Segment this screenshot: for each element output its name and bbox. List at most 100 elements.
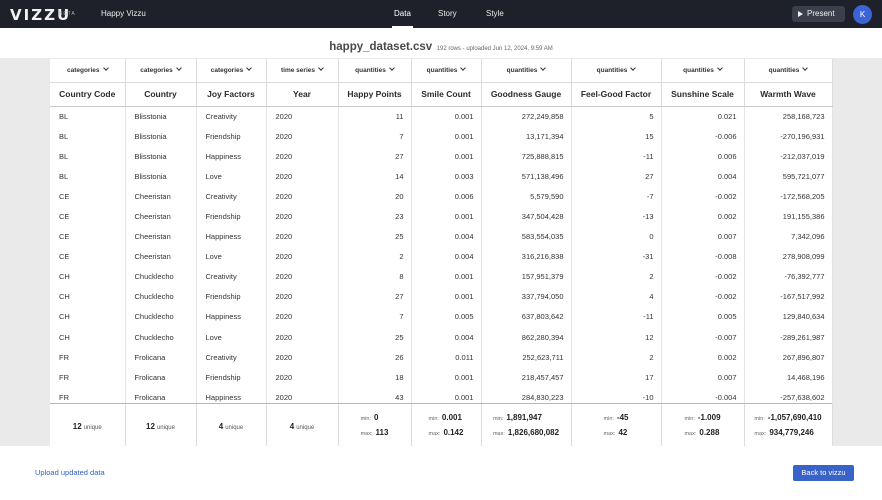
min-label: min: <box>684 416 695 422</box>
column-type-dropdown[interactable]: categories <box>196 59 267 83</box>
table-cell: BL <box>50 166 126 187</box>
table-cell: CH <box>50 327 126 348</box>
column-header[interactable]: Year <box>266 82 339 107</box>
max-line: max: 934,779,246 <box>754 425 821 440</box>
min-max: min: -1.009 max: 0.288 <box>684 410 720 440</box>
table-cell: Love <box>196 166 267 187</box>
table-cell: 347,504,428 <box>481 206 572 227</box>
column-header[interactable]: Goodness Gauge <box>481 82 572 107</box>
column-type-dropdown[interactable]: categories <box>125 59 197 83</box>
min-value: -45 <box>616 413 629 422</box>
column-header[interactable]: Joy Factors <box>196 82 267 107</box>
column-type-dropdown[interactable]: quantities <box>571 59 662 83</box>
tab-data[interactable]: Data <box>392 0 413 28</box>
column-type-dropdown[interactable]: quantities <box>744 59 833 83</box>
table-cell: 17 <box>571 367 662 388</box>
table-row: FR Frolicana Friendship 2020 18 0.001 218,457,… <box>50 367 833 388</box>
app-logo[interactable]: VIZZU <box>10 6 72 24</box>
column-header[interactable]: Smile Count <box>411 82 482 107</box>
table-cell: 0.004 <box>411 226 482 247</box>
table-cell: Love <box>196 246 267 267</box>
tab-style[interactable]: Style <box>486 9 504 18</box>
column-type-dropdown[interactable]: quantities <box>481 59 572 83</box>
column-type-label: quantities <box>596 67 628 75</box>
table-cell: 2020 <box>266 206 339 227</box>
beta-badge: BETA <box>59 11 76 17</box>
column-type-dropdown[interactable]: quantities <box>661 59 745 83</box>
unique-label: unique <box>156 425 175 431</box>
table-cell: 583,554,035 <box>481 226 572 247</box>
table-cell: BL <box>50 126 126 147</box>
table-cell: 0.006 <box>661 146 745 167</box>
chevron-down-icon <box>630 65 637 72</box>
max-value: 42 <box>618 428 628 437</box>
table-cell: -289,261,987 <box>744 327 833 348</box>
max-label: max: <box>360 431 373 437</box>
back-to-vizzu-button[interactable]: Back to vizzu <box>793 465 854 481</box>
tab-story[interactable]: Story <box>438 9 457 18</box>
column-header-row: Country Code Country Joy Factors Year Happy … <box>50 82 833 107</box>
column-type-label: quantities <box>355 67 386 75</box>
table-cell: 0.001 <box>411 367 482 388</box>
upload-updated-data-link[interactable]: Upload updated data <box>35 468 105 477</box>
table-cell: Chucklecho <box>125 327 197 348</box>
table-cell: CE <box>50 186 126 207</box>
column-type-label: categories <box>66 67 100 75</box>
table-cell: 14,468,196 <box>744 367 833 388</box>
table-row: BL Blisstonia Creativity 2020 11 0.001 272,249… <box>50 106 833 127</box>
table-cell: 13,171,394 <box>481 126 572 147</box>
table-cell: Blisstonia <box>125 146 197 167</box>
chevron-down-icon <box>389 65 395 72</box>
table-cell: -167,517,992 <box>744 286 833 307</box>
min-label: min: <box>603 416 614 422</box>
table-row: CH Chucklecho Creativity 2020 8 0.001 157,951,… <box>50 266 833 287</box>
column-header[interactable]: Feel-Good Factor <box>571 82 662 107</box>
avatar[interactable]: K <box>853 5 872 24</box>
column-header[interactable]: Warmth Wave <box>744 82 833 107</box>
table-cell: Blisstonia <box>125 126 197 147</box>
play-icon <box>798 10 803 17</box>
table-cell: 2020 <box>266 387 339 408</box>
min-max: min: 0.001 max: 0.142 <box>429 410 464 440</box>
table-cell: Creativity <box>196 186 267 207</box>
column-type-dropdown[interactable]: time series <box>266 59 339 83</box>
table-cell: 0.007 <box>661 367 745 388</box>
table-cell: 218,457,457 <box>481 367 572 388</box>
column-summary-cell: min: -1,057,690,410 max: 934,779,246 <box>744 404 833 446</box>
file-header: happy_dataset.csv 192 rows - uploaded Ju… <box>0 37 882 55</box>
column-header[interactable]: Country Code <box>50 82 126 107</box>
table-cell: 0.021 <box>661 106 745 127</box>
column-type-label: categories <box>140 67 173 75</box>
table-cell: CE <box>50 226 126 247</box>
column-header[interactable]: Sunshine Scale <box>661 82 745 107</box>
table-cell: 0.002 <box>661 347 745 368</box>
column-type-dropdown[interactable]: categories <box>50 59 126 83</box>
table-cell: -11 <box>571 306 662 328</box>
table-cell: CH <box>50 286 126 307</box>
table-cell: Cheeristan <box>125 246 197 267</box>
min-value: -1.009 <box>697 413 721 422</box>
column-type-dropdown[interactable]: quantities <box>338 59 412 83</box>
table-cell: 252,623,711 <box>481 347 572 368</box>
max-line: max: 113 <box>361 425 389 440</box>
column-summary-cell: min: 1,891,947 max: 1,826,680,082 <box>481 404 572 446</box>
column-summary-cell: min: -1.009 max: 0.288 <box>661 404 745 446</box>
max-label: max: <box>603 431 616 437</box>
column-header[interactable]: Country <box>125 82 197 107</box>
table-cell: 25 <box>338 226 412 247</box>
table-cell: CE <box>50 246 126 267</box>
data-table: categories categories categories time serie… <box>50 59 833 446</box>
table-row: CE Cheeristan Friendship 2020 23 0.001 347,504… <box>50 206 833 227</box>
min-line: min: -1,057,690,410 <box>754 410 821 425</box>
column-header[interactable]: Happy Points <box>338 82 412 107</box>
table-cell: -0.004 <box>661 387 745 408</box>
unique-count: 12 <box>72 422 82 431</box>
project-name[interactable]: Happy Vizzu <box>101 9 146 18</box>
present-button[interactable]: Present <box>792 6 845 22</box>
table-cell: 2 <box>571 266 662 287</box>
file-meta: 192 rows - uploaded Jun 12, 2024, 9:59 A… <box>436 46 553 52</box>
table-cell: Frolicana <box>125 347 197 368</box>
min-line: min: 0.001 <box>429 410 464 425</box>
file-name: happy_dataset.csv <box>329 41 433 53</box>
column-type-dropdown[interactable]: quantities <box>411 59 482 83</box>
